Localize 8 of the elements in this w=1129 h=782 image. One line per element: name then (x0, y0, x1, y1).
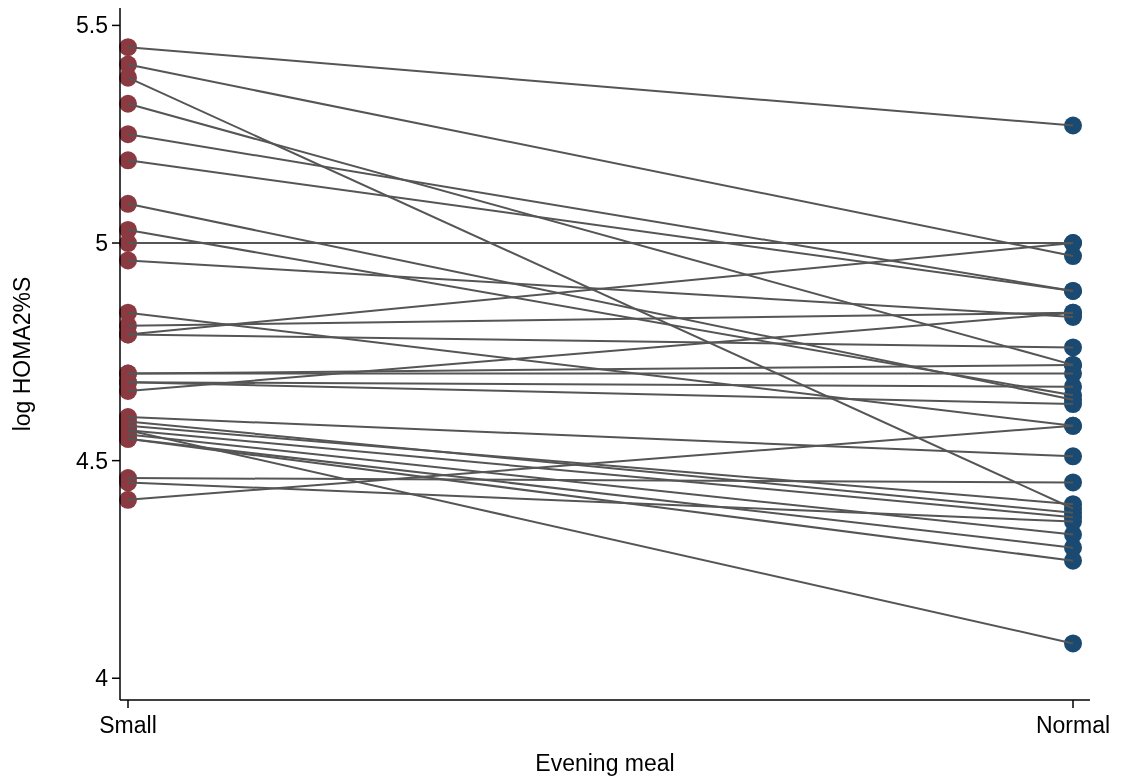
y-tick-label: 5 (95, 230, 108, 257)
y-axis-title: log HOMA2%S (9, 276, 35, 432)
y-tick-label: 5.5 (76, 12, 108, 39)
x-axis-title: Evening meal (535, 750, 675, 776)
x-tick-label: Small (99, 712, 157, 738)
x-tick-label: Normal (1035, 712, 1111, 738)
y-tick-label: 4.5 (76, 447, 108, 474)
y-tick-label: 4 (95, 665, 109, 692)
